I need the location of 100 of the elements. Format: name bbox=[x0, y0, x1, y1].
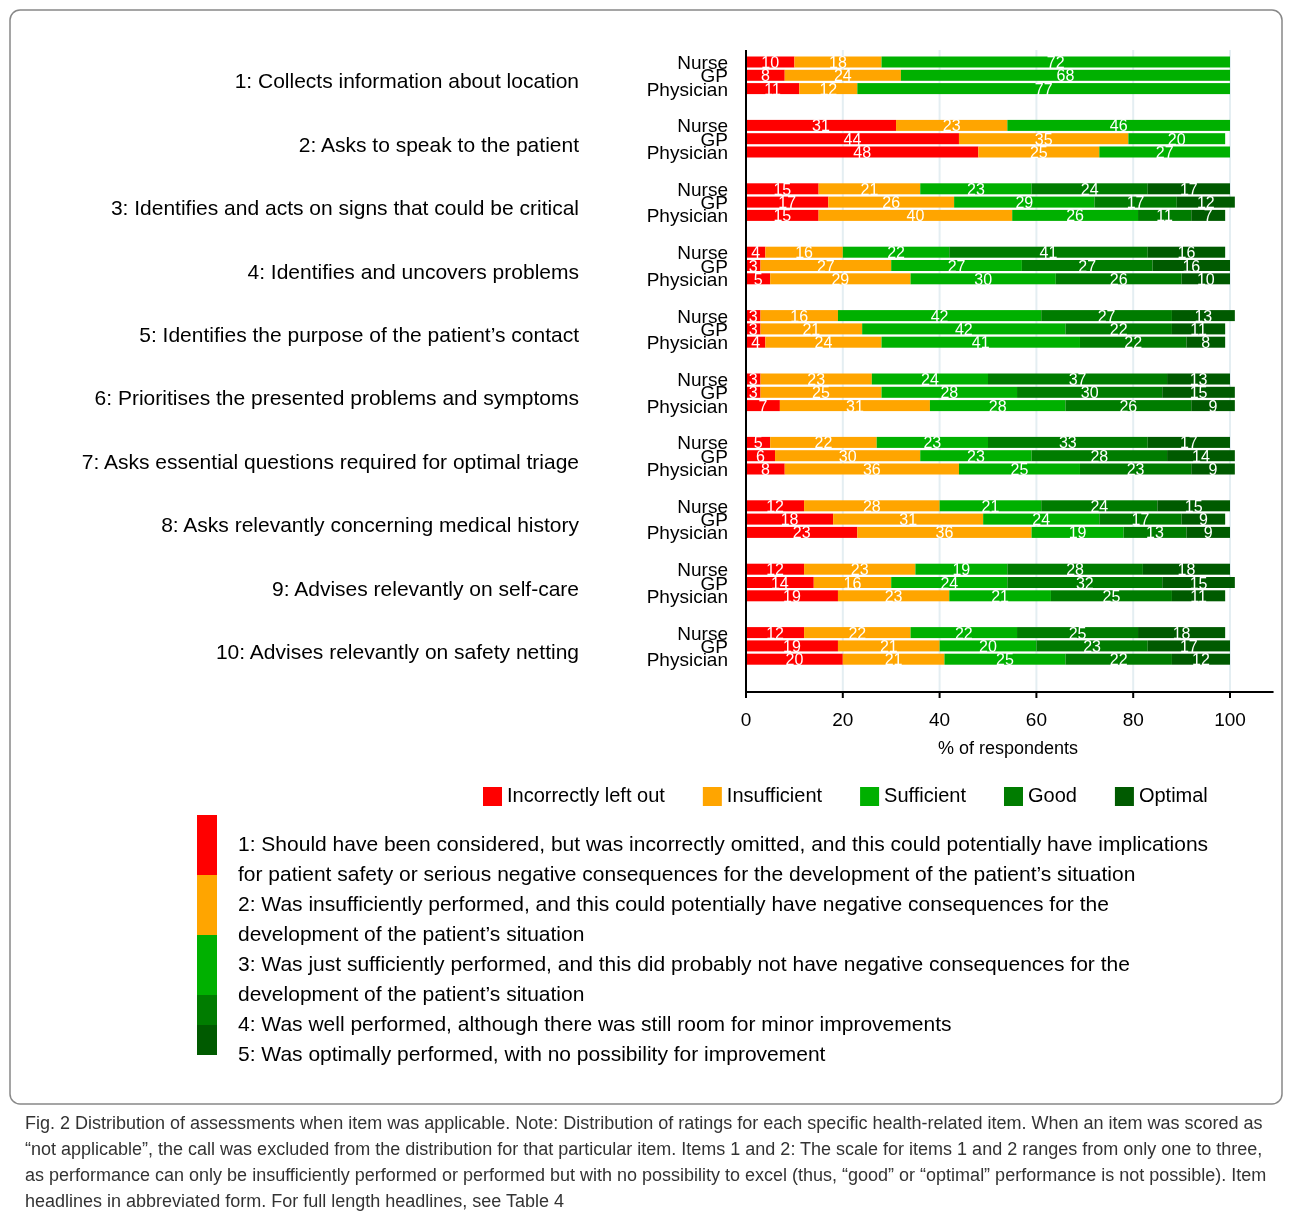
x-tick-label: 100 bbox=[1214, 709, 1246, 730]
data-label: 11 bbox=[1156, 207, 1174, 225]
text: 6: Prioritises the presented problems and symptoms bbox=[94, 386, 579, 410]
data-label: 12 bbox=[819, 80, 838, 98]
data-label: 23 bbox=[923, 434, 942, 452]
legend-label: Optimal bbox=[1138, 784, 1208, 806]
text: 4: Was well performed, although there was still room for minor improvements bbox=[238, 1012, 952, 1035]
data-label: 40 bbox=[906, 207, 925, 225]
data-label: 9 bbox=[1208, 397, 1218, 415]
data-label: 12 bbox=[766, 624, 785, 642]
data-label: 5 bbox=[753, 270, 763, 288]
data-label: 42 bbox=[954, 320, 973, 338]
data-label: 41 bbox=[1039, 244, 1058, 262]
data-label: 21 bbox=[884, 651, 903, 669]
data-label: 15 bbox=[773, 207, 792, 225]
data-label: 9 bbox=[1203, 524, 1213, 542]
data-label: 21 bbox=[860, 180, 879, 198]
data-label: 22 bbox=[887, 244, 906, 262]
data-label: 22 bbox=[1124, 334, 1143, 352]
data-label: 20 bbox=[979, 637, 997, 655]
data-label: 8 bbox=[1201, 334, 1211, 352]
data-label: 30 bbox=[974, 270, 993, 288]
data-label: 28 bbox=[1090, 447, 1109, 465]
data-label: 26 bbox=[1119, 397, 1138, 415]
data-label: 26 bbox=[1066, 207, 1085, 225]
text: 10: Advises relevantly on safety netting bbox=[215, 639, 579, 663]
text: 3: Identifies and acts on signs that could be critical bbox=[110, 196, 579, 220]
data-label: 28 bbox=[988, 397, 1007, 415]
text: 9: Advises relevantly on self-care bbox=[272, 576, 579, 600]
data-label: 9 bbox=[1208, 461, 1218, 478]
data-label: 36 bbox=[935, 524, 954, 542]
data-label: 8 bbox=[760, 461, 770, 478]
data-label: 36 bbox=[862, 461, 881, 478]
data-label: 3 bbox=[748, 320, 758, 338]
text: 2: Was insufficiently performed, and this could potentially have negative consequences for the development of the patient’s situation bbox=[238, 892, 1109, 945]
data-label: 25 bbox=[1029, 144, 1048, 161]
data-label: 24 bbox=[814, 334, 833, 352]
data-label: 18 bbox=[829, 54, 847, 71]
x-tick-label: 60 bbox=[1025, 709, 1047, 730]
data-label: 7 bbox=[1203, 207, 1213, 225]
data-label: 12 bbox=[1192, 651, 1210, 669]
data-label: 31 bbox=[812, 117, 831, 135]
text: 5: Identifies the purpose of the patient’s contact bbox=[139, 322, 580, 346]
data-label: 42 bbox=[930, 307, 949, 325]
data-label: 19 bbox=[1068, 524, 1087, 542]
data-label: 31 bbox=[899, 511, 918, 529]
x-tick-label: 40 bbox=[929, 709, 951, 730]
data-label: 24 bbox=[1032, 511, 1051, 529]
data-label: 23 bbox=[884, 587, 903, 605]
data-label: 21 bbox=[991, 587, 1010, 605]
data-label: 25 bbox=[1102, 587, 1121, 605]
data-label: 27 bbox=[1155, 144, 1174, 161]
data-label: 41 bbox=[971, 334, 990, 352]
data-label: 21 bbox=[981, 497, 1000, 515]
data-label: 31 bbox=[846, 397, 864, 415]
data-label: 23 bbox=[1126, 461, 1145, 478]
legend-label: Incorrectly left out bbox=[507, 784, 666, 806]
text: 3: Was just sufficiently performed, and this did probably not have negative consequences for the development of the patient’s situation bbox=[238, 952, 1130, 1005]
text: 2: Asks to speak to the patient bbox=[298, 132, 580, 156]
data-label: 22 bbox=[1109, 651, 1128, 669]
data-label: 23 bbox=[967, 180, 985, 198]
data-label: 24 bbox=[921, 371, 939, 388]
data-label: 22 bbox=[954, 624, 973, 642]
data-label: 33 bbox=[1058, 434, 1077, 452]
data-label: 14 bbox=[1192, 447, 1210, 465]
text: 1: Should have been considered, but was incorrectly omitted, and this could potentially have implications for patient safety or serious negative consequences for the development of the patient’s situation bbox=[238, 832, 1209, 885]
text: 5: Was optimally performed, with no possibility for improvement bbox=[238, 1042, 826, 1065]
data-label: 22 bbox=[848, 624, 867, 642]
text: 1: Collects information about location bbox=[234, 69, 579, 93]
data-label: 26 bbox=[882, 194, 901, 212]
data-label: 28 bbox=[940, 384, 959, 402]
data-label: 29 bbox=[1015, 194, 1034, 212]
data-label: 24 bbox=[1090, 497, 1109, 515]
data-label: 17 bbox=[1126, 194, 1145, 212]
data-label: 13 bbox=[1146, 524, 1164, 542]
data-label: 25 bbox=[1010, 461, 1029, 478]
data-label: 11 bbox=[764, 80, 782, 98]
data-label: 16 bbox=[795, 244, 814, 262]
x-tick-label: 80 bbox=[1122, 709, 1144, 730]
x-tick-label: 20 bbox=[832, 709, 854, 730]
data-label: 11 bbox=[1190, 587, 1207, 605]
data-label: 28 bbox=[862, 497, 881, 515]
data-label: 23 bbox=[942, 117, 961, 135]
data-label: 24 bbox=[1080, 180, 1099, 198]
legend-label: Good bbox=[1027, 784, 1077, 806]
data-label: 29 bbox=[831, 270, 850, 288]
data-label: 17 bbox=[1179, 180, 1198, 198]
data-label: 10 bbox=[1196, 270, 1215, 288]
data-label: 30 bbox=[838, 447, 857, 465]
legend-label: Sufficient bbox=[884, 784, 967, 806]
data-label: 7 bbox=[758, 397, 768, 415]
data-label: 10 bbox=[761, 54, 780, 71]
data-label: 23 bbox=[792, 524, 811, 542]
caption: Fig. 2 Distribution of assessments when item was applicable. Note: Distribution of ratings for each specific health-related item. When an item was scored as “not applicable”, the call was excluded from the distribution for that particular item. Items 1 and 2: The scale for items 1 and 2 ranges from only one to three, as performance can only be insufficiently performed or performed but with no possibility to excel (thus, “good” or “optimal” performance is not possible). Item headlines in abbreviated form. For full length headlines, see Table 4 bbox=[25, 1113, 1267, 1211]
x-axis-title: % of respondents bbox=[937, 738, 1079, 758]
data-label: 48 bbox=[853, 144, 872, 161]
text: 8: Asks relevantly concerning medical history bbox=[161, 513, 580, 537]
data-label: 46 bbox=[1109, 117, 1128, 135]
text: 7: Asks essential questions required for optimal triage bbox=[81, 449, 579, 473]
data-label: 25 bbox=[996, 651, 1014, 669]
